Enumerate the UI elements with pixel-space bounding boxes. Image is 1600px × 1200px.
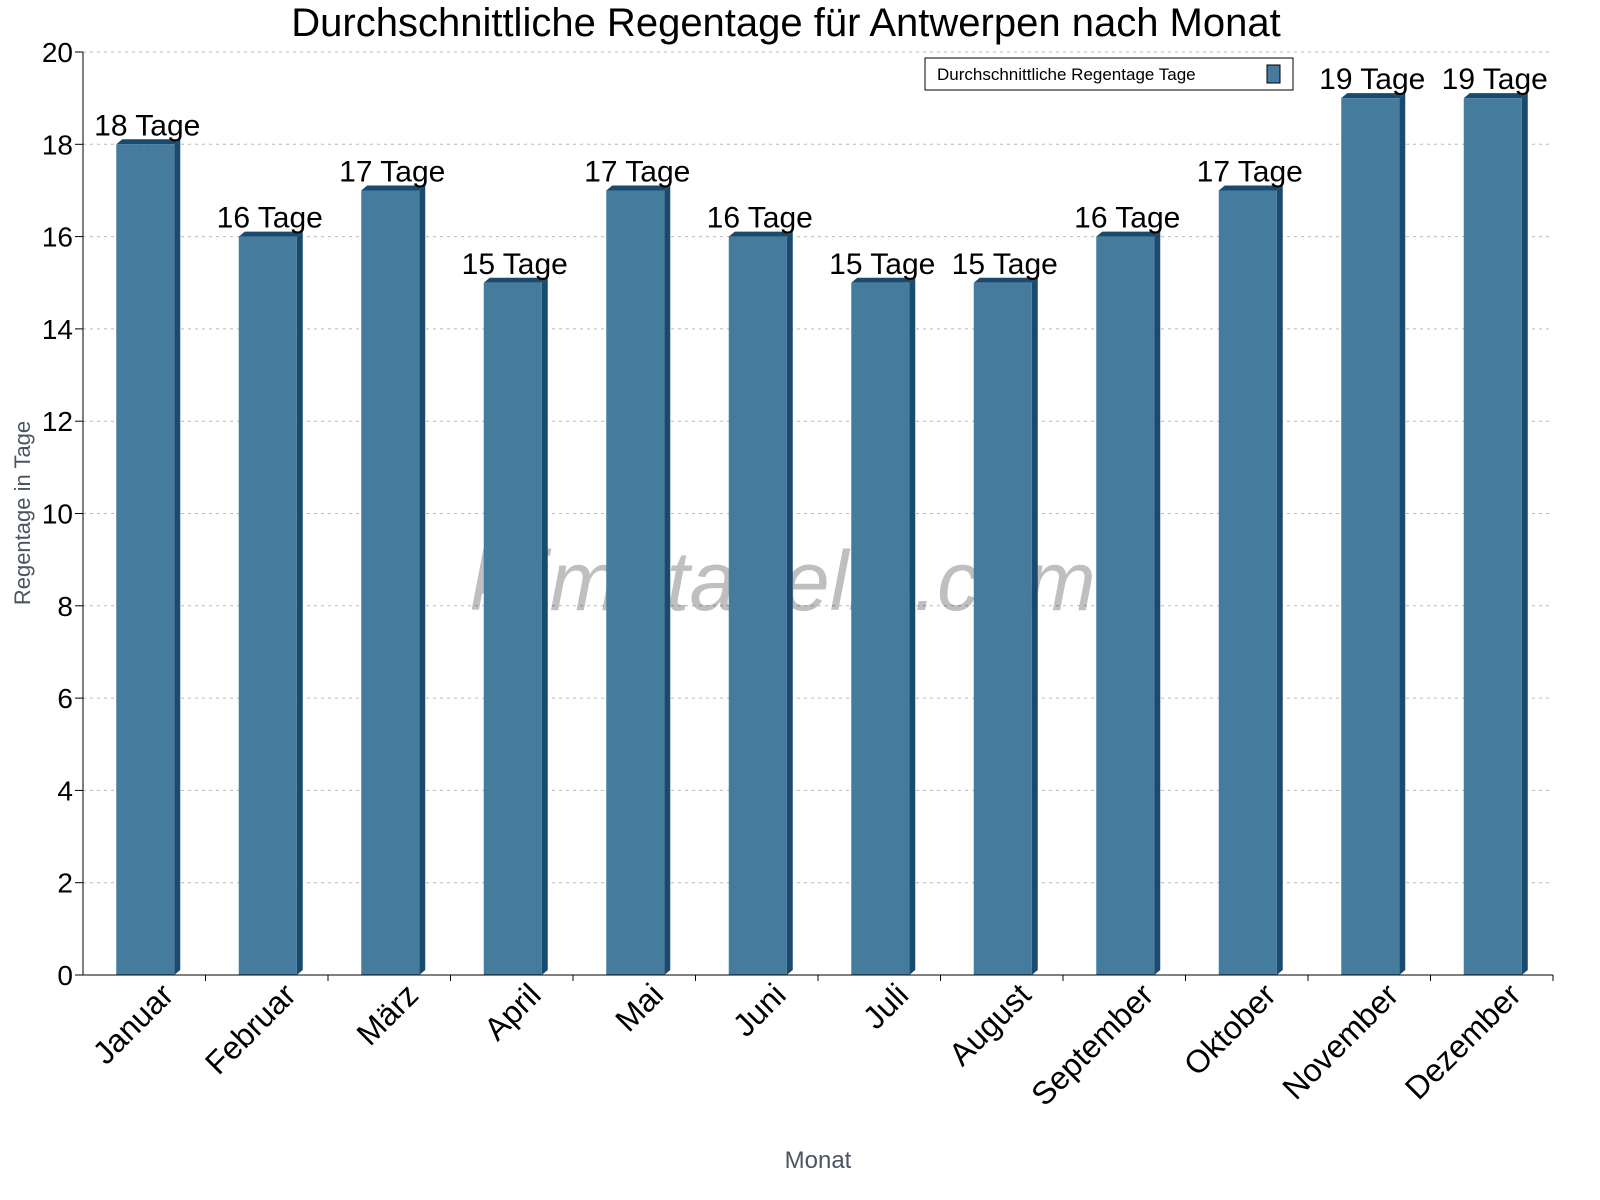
x-axis-label: Monat: [785, 1147, 852, 1174]
y-axis-label: Regentage in Tage: [10, 421, 35, 605]
legend-label: Durchschnittliche Regentage Tage: [937, 65, 1196, 84]
data-label: 17 Tage: [339, 155, 445, 188]
bar: [1096, 236, 1155, 976]
bar: [851, 282, 910, 975]
bar-side: [786, 231, 793, 976]
bar: [606, 190, 665, 975]
x-tick-label: Februar: [198, 976, 303, 1081]
x-tick-label: August: [942, 976, 1038, 1072]
bar: [483, 282, 542, 975]
y-tick-label: 12: [42, 406, 73, 437]
data-label: 15 Tage: [829, 248, 935, 281]
legend-swatch: [1266, 64, 1281, 84]
bar-side: [296, 231, 303, 976]
x-tick-label: Januar: [86, 976, 181, 1071]
bar: [361, 190, 420, 975]
bar-side: [1399, 93, 1406, 975]
bar-top: [1218, 185, 1283, 191]
bar-side: [419, 185, 426, 975]
y-tick-label: 6: [57, 683, 73, 714]
data-label: 16 Tage: [1074, 202, 1180, 235]
y-tick-label: 16: [42, 222, 73, 253]
data-label: 17 Tage: [1197, 155, 1303, 188]
bar-side: [1031, 277, 1038, 975]
bar-top: [238, 231, 303, 237]
y-tick-label: 20: [42, 37, 73, 68]
x-tick-label: März: [349, 976, 425, 1052]
bar: [116, 144, 175, 976]
y-tick-label: 2: [57, 868, 73, 899]
bar: [973, 282, 1032, 975]
chart-title: Durchschnittliche Regentage für Antwerpe…: [291, 1, 1280, 45]
bar-top: [973, 277, 1038, 283]
bar-top: [483, 277, 548, 283]
bar: [238, 236, 297, 976]
bar-top: [728, 231, 793, 237]
bar-top: [606, 185, 671, 191]
data-label: 17 Tage: [584, 155, 690, 188]
bar-top: [1341, 93, 1406, 99]
y-tick-label: 4: [57, 775, 73, 806]
bar-top: [851, 277, 916, 283]
y-tick-label: 0: [57, 960, 73, 991]
x-tick-label: Juni: [726, 976, 793, 1043]
data-label: 16 Tage: [707, 202, 813, 235]
bar-side: [1154, 231, 1161, 976]
x-tick-label: Oktober: [1177, 976, 1283, 1082]
data-label: 19 Tage: [1442, 63, 1548, 96]
bar-top: [1463, 93, 1528, 99]
bar-side: [664, 185, 671, 975]
bar: [1463, 98, 1522, 975]
x-tick-label: November: [1275, 976, 1405, 1106]
bar-side: [1521, 93, 1528, 975]
y-tick-label: 18: [42, 129, 73, 160]
x-tick-label: Juli: [856, 976, 915, 1035]
y-tick-label: 8: [57, 591, 73, 622]
bar-side: [1276, 185, 1283, 975]
bar-side: [174, 139, 181, 976]
y-tick-label: 14: [42, 314, 73, 345]
data-label: 18 Tage: [94, 109, 200, 142]
bar: [728, 236, 787, 976]
data-label: 15 Tage: [462, 248, 568, 281]
data-label: 15 Tage: [952, 248, 1058, 281]
y-tick-label: 10: [42, 499, 73, 530]
bar: [1341, 98, 1400, 975]
bar-side: [909, 277, 916, 975]
x-tick-label: Mai: [608, 976, 670, 1038]
x-tick-label: September: [1024, 976, 1160, 1112]
legend-box: [924, 57, 1294, 91]
bar: [1218, 190, 1277, 975]
data-label: 19 Tage: [1319, 63, 1425, 96]
bar-top: [361, 185, 426, 191]
bar-top: [1096, 231, 1161, 237]
x-tick-label: Dezember: [1398, 976, 1528, 1106]
bar-top: [116, 139, 181, 145]
x-tick-label: April: [477, 976, 548, 1047]
bar-side: [541, 277, 548, 975]
legend: Durchschnittliche Regentage Tage: [924, 57, 1294, 91]
data-label: 16 Tage: [217, 202, 323, 235]
